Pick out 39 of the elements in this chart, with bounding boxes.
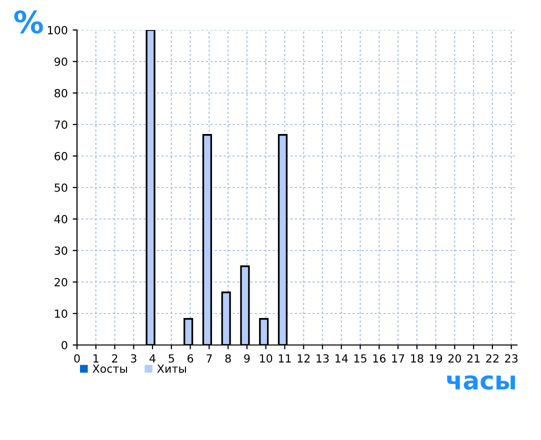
x-tick-label: 12 [298, 354, 310, 362]
x-tick-label: 11 [278, 354, 291, 362]
x-tick-label: 15 [354, 354, 366, 363]
x-tick-label: 10 [260, 354, 272, 363]
x-tick-label: 16 [373, 354, 386, 363]
y-tick-label: 20 [54, 278, 68, 286]
x-tick-label: 13 [316, 354, 329, 363]
x-tick-label: 21 [467, 354, 480, 362]
x-tick-label: 9 [244, 354, 250, 363]
x-tick-label: 19 [430, 354, 442, 363]
x-tick-label: 20 [448, 354, 462, 363]
x-tick-label: 17 [392, 354, 404, 362]
x-tick-label: 4 [150, 354, 156, 362]
legend-label: Хиты [157, 364, 186, 373]
y-tick-label: 0 [62, 340, 68, 350]
x-tick-label: 6 [188, 354, 194, 363]
y-tick-label: 30 [54, 246, 68, 255]
x-tick-label: 23 [505, 354, 518, 363]
x-tick-label: 3 [130, 354, 136, 363]
x-tick-label: 5 [168, 354, 174, 363]
y-tick-label: 70 [54, 120, 68, 129]
x-tick-label: 14 [336, 354, 348, 362]
x-tick-label: 22 [486, 354, 498, 362]
x-tick-label: 2 [112, 354, 118, 362]
legend-label: Хосты [92, 364, 127, 373]
y-tick-label: 10 [55, 309, 68, 318]
y-tick-label: 40 [54, 214, 68, 224]
x-tick-label: 1 [94, 354, 98, 362]
y-tick-label: 80 [54, 88, 68, 98]
x-tick-label: 0 [74, 354, 80, 363]
y-tick-label: 50 [54, 183, 68, 192]
y-tick-label: 90 [54, 57, 68, 66]
x-tick-label: 7 [206, 354, 212, 362]
x-tick-label: 8 [225, 354, 231, 363]
y-tick-label: 60 [54, 152, 68, 160]
y-tick-label: 100 [48, 26, 68, 34]
x-tick-label: 18 [411, 354, 424, 363]
y-axis-title: % [14, 10, 43, 34]
x-axis-title: часы [447, 375, 515, 390]
